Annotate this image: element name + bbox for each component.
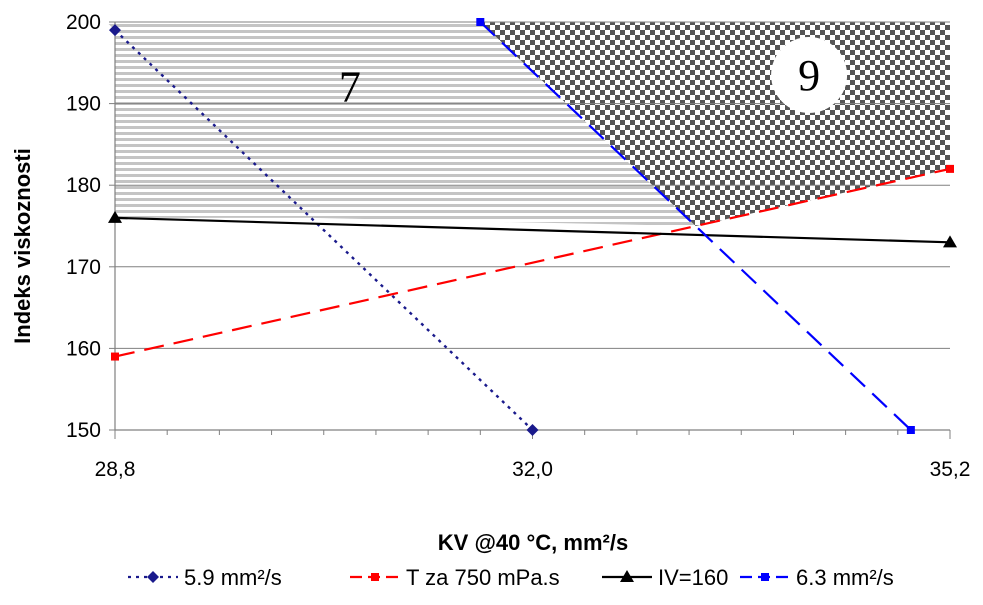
data-point bbox=[109, 24, 121, 37]
legend-swatch-marker bbox=[147, 571, 159, 583]
legend-item-2: T za 750 mPa.s bbox=[350, 565, 560, 590]
region-9-circle bbox=[771, 37, 848, 114]
series-2 bbox=[111, 164, 954, 361]
legend-item-4: 6.3 mm²/s bbox=[740, 565, 894, 590]
legend-label: IV=160 bbox=[658, 565, 728, 590]
legend-swatch-marker bbox=[620, 570, 634, 582]
legend-item-3: IV=160 bbox=[602, 565, 728, 590]
series-line bbox=[479, 21, 912, 431]
x-axis-title: KV @40 °C, mm²/s bbox=[438, 530, 628, 555]
y-tick-label: 200 bbox=[66, 11, 101, 34]
legend-label: 5.9 mm²/s bbox=[184, 565, 282, 590]
data-point bbox=[526, 424, 539, 436]
y-axis-title: Indeks viskoznosti bbox=[10, 148, 35, 344]
y-tick-label: 190 bbox=[66, 93, 101, 116]
legend-label: 6.3 mm²/s bbox=[796, 565, 894, 590]
data-point bbox=[108, 210, 122, 223]
region-7-fill bbox=[106, 22, 696, 227]
series-lines bbox=[108, 18, 957, 436]
axes: 150 160 170 180 190 200 28,8 32,0 35,2 bbox=[66, 11, 970, 481]
series-1 bbox=[109, 24, 539, 436]
y-tick-label: 160 bbox=[66, 337, 101, 360]
series-3 bbox=[108, 210, 957, 248]
data-point bbox=[943, 235, 957, 248]
region-7-label: 7 bbox=[339, 62, 361, 111]
series-4 bbox=[476, 18, 915, 434]
legend-swatch-marker bbox=[761, 573, 769, 581]
region-9-label: 9 bbox=[798, 51, 820, 100]
series-line bbox=[114, 29, 534, 431]
x-tick-label: 35,2 bbox=[930, 458, 971, 481]
x-tick-label: 28,8 bbox=[95, 458, 136, 481]
data-point bbox=[476, 18, 485, 26]
series-line bbox=[114, 216, 951, 244]
data-point bbox=[111, 352, 119, 361]
x-tick-label: 32,0 bbox=[512, 458, 553, 481]
legend-label: T za 750 mPa.s bbox=[406, 565, 560, 590]
legend-item-1: 5.9 mm²/s bbox=[128, 565, 282, 590]
y-tick-label: 170 bbox=[66, 256, 101, 279]
y-tick-label: 180 bbox=[66, 174, 101, 197]
y-tick-label: 150 bbox=[66, 419, 101, 442]
legend-swatch-marker bbox=[371, 573, 379, 581]
series-line bbox=[114, 167, 951, 358]
data-point bbox=[946, 164, 954, 173]
data-point bbox=[906, 426, 915, 434]
legend: 5.9 mm²/s T za 750 mPa.s IV=160 6.3 mm²/s bbox=[128, 565, 894, 590]
